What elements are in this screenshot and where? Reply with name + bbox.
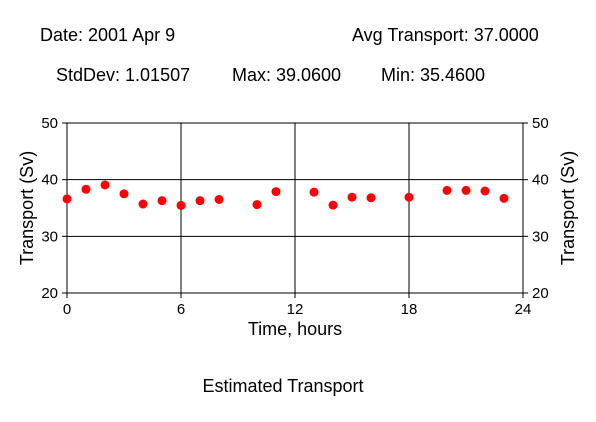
data-point <box>138 199 148 209</box>
data-point <box>81 184 91 194</box>
data-point <box>119 189 129 199</box>
x-axis-title: Time, hours <box>248 319 342 339</box>
chart-caption: Estimated Transport <box>202 376 364 396</box>
data-point <box>366 193 376 203</box>
min-label: Min: 35.4600 <box>381 65 486 85</box>
data-point <box>442 185 452 195</box>
y-axis-title-left: Transport (Sv) <box>17 151 37 265</box>
data-point <box>461 185 471 195</box>
data-point <box>309 187 319 197</box>
data-point <box>100 180 110 190</box>
data-point <box>214 195 224 204</box>
data-points <box>62 180 509 210</box>
data-point <box>157 196 167 206</box>
data-point <box>252 200 262 210</box>
x-tick-label: 18 <box>401 301 418 318</box>
x-tick-label: 0 <box>63 301 71 318</box>
y-tick-label-right: 20 <box>532 285 549 302</box>
x-tick-label: 6 <box>177 301 185 318</box>
y-tick-label-left: 50 <box>41 115 58 132</box>
y-tick-label-left: 20 <box>41 285 58 302</box>
grid <box>67 123 523 293</box>
y-tick-label-right: 50 <box>532 115 549 132</box>
y-tick-label-left: 40 <box>41 172 58 189</box>
y-tick-label-left: 30 <box>41 228 58 245</box>
stddev-label: StdDev: 1.01507 <box>56 65 191 85</box>
data-point <box>499 193 509 203</box>
x-tick-label: 12 <box>287 301 304 318</box>
data-point <box>271 187 281 197</box>
data-point <box>404 192 414 202</box>
data-point <box>480 186 490 196</box>
y-tick-label-right: 40 <box>532 172 549 189</box>
avg-transport-label: Avg Transport: 37.0000 <box>352 25 539 45</box>
data-point <box>328 200 338 210</box>
data-point <box>195 196 205 206</box>
y-axis-title-right: Transport (Sv) <box>558 151 578 265</box>
y-tick-label-right: 30 <box>532 228 549 245</box>
data-point <box>62 194 72 204</box>
data-point <box>176 200 186 210</box>
date-label: Date: 2001 Apr 9 <box>40 25 176 45</box>
data-point <box>347 192 357 202</box>
max-label: Max: 39.0600 <box>232 65 342 85</box>
x-tick-label: 24 <box>515 301 532 318</box>
